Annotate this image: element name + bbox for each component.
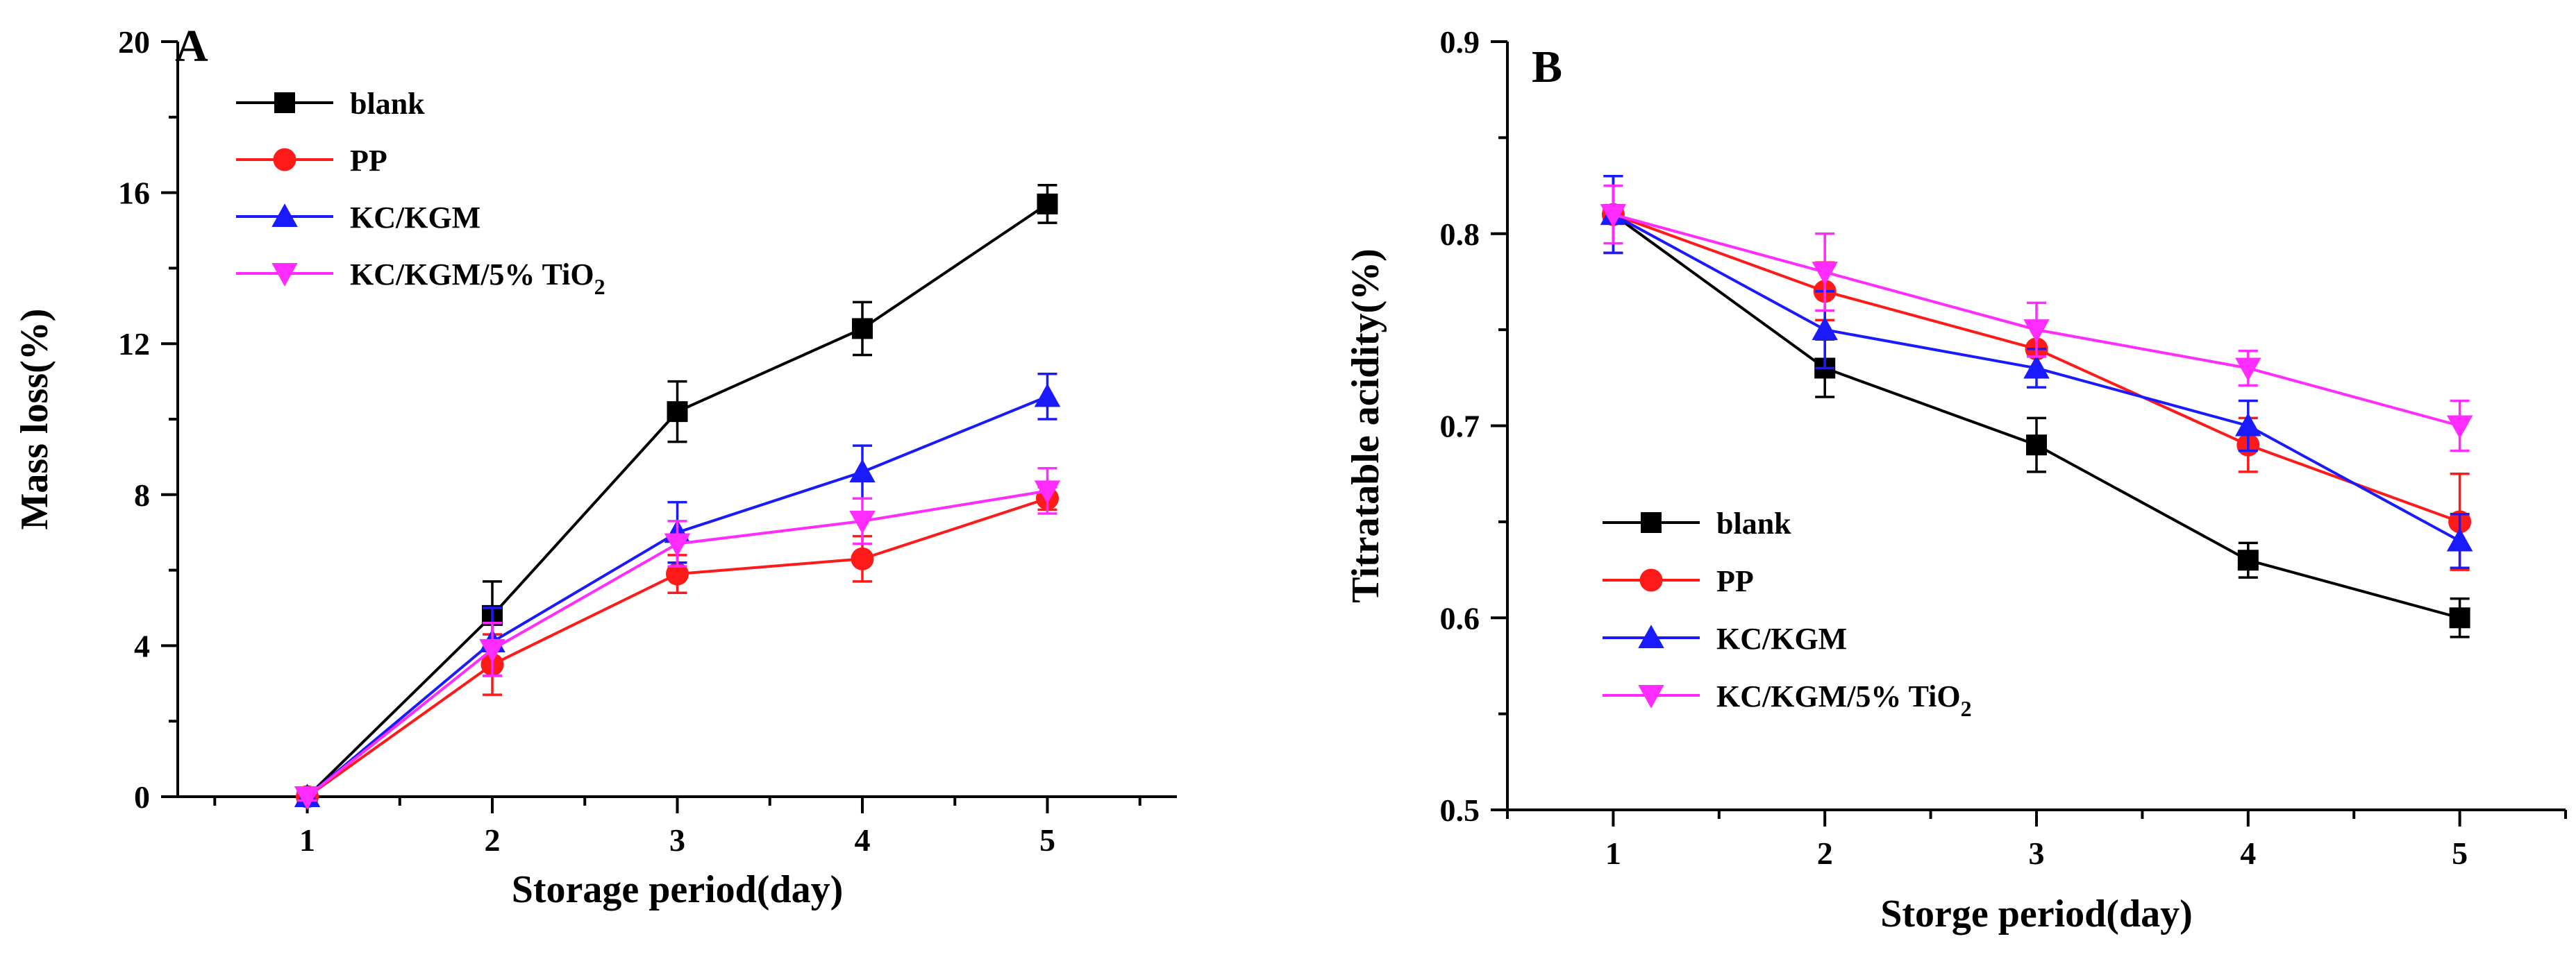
legend-label-subscript: 2 xyxy=(594,274,605,299)
data-point xyxy=(2446,415,2473,439)
y-tick-label: 20 xyxy=(118,24,150,60)
x-tick-label: 5 xyxy=(1039,822,1055,858)
y-tick-label: 0.6 xyxy=(1440,600,1480,636)
series-kc-kgm-5-tio xyxy=(294,466,1061,810)
data-point xyxy=(849,510,876,534)
legend-marker xyxy=(271,263,298,287)
series-line xyxy=(1612,213,2461,620)
legend-label: blank xyxy=(350,87,425,121)
legend-label-text: KC/KGM xyxy=(1716,622,1847,656)
legend-item: KC/KGM/5% TiO2 xyxy=(1603,679,1972,721)
data-point xyxy=(849,459,876,483)
y-tick-label: 0.9 xyxy=(1440,24,1480,60)
data-point xyxy=(664,533,691,557)
legend-label-subscript: 2 xyxy=(1961,696,1972,721)
x-tick-label: 4 xyxy=(854,822,870,858)
panel-label: A xyxy=(175,21,208,71)
legend-label: PP xyxy=(1716,564,1754,598)
data-point xyxy=(2235,412,2261,437)
data-point xyxy=(2446,527,2473,552)
data-point xyxy=(851,547,874,570)
legend-item: KC/KGM xyxy=(236,201,480,235)
y-tick-label: 4 xyxy=(134,628,150,663)
legend-label: KC/KGM/5% TiO2 xyxy=(350,257,605,299)
data-point xyxy=(2237,550,2259,571)
data-point xyxy=(2026,434,2047,456)
legend-label-text: PP xyxy=(1716,564,1754,598)
legend-label: KC/KGM xyxy=(350,201,480,235)
series-kc-kgm-5-tio xyxy=(1600,184,2473,452)
x-tick-label: 1 xyxy=(1605,836,1621,871)
y-tick-label: 0 xyxy=(134,779,150,815)
legend-item: KC/KGM/5% TiO2 xyxy=(236,257,605,299)
x-tick-label: 4 xyxy=(2240,836,2256,871)
series-line xyxy=(306,395,1048,798)
x-tick-label: 2 xyxy=(485,822,501,858)
legend-label-text: blank xyxy=(1716,507,1791,541)
panel-label: B xyxy=(1532,42,1562,92)
legend-label: PP xyxy=(350,144,387,178)
legend-label: KC/KGM xyxy=(1716,622,1847,656)
data-point xyxy=(666,562,689,586)
data-point xyxy=(1812,316,1838,341)
y-tick-label: 0.8 xyxy=(1440,217,1480,252)
legend-item: PP xyxy=(236,144,387,178)
legend-label-text: blank xyxy=(350,87,425,121)
legend-item: PP xyxy=(1603,564,1754,598)
x-tick-label: 2 xyxy=(1817,836,1833,871)
data-point xyxy=(1034,383,1061,407)
panel-b-titratable-acidity-chart: 0.5 0.6 0.7 0.8 0.9 1 2 3 4 5 Storge period(day) Ti… xyxy=(1344,24,2567,935)
legend: blank PP KC/KGM KC/KGM/5% TiO2 xyxy=(236,87,605,299)
legend-marker xyxy=(1641,512,1662,533)
axes: 0.5 0.6 0.7 0.8 0.9 1 2 3 4 5 xyxy=(1440,24,2567,871)
data-point xyxy=(667,401,688,423)
y-tick-label: 16 xyxy=(118,176,150,211)
data-point xyxy=(2235,357,2261,382)
legend-label-text: PP xyxy=(350,144,387,178)
data-point xyxy=(2023,355,2050,379)
legend-marker xyxy=(1639,568,1663,592)
x-tick-label: 5 xyxy=(2452,836,2468,871)
y-tick-label: 12 xyxy=(118,326,150,362)
legend-item: blank xyxy=(236,87,425,121)
data-point xyxy=(2023,319,2050,343)
legend-label-text: KC/KGM xyxy=(350,201,480,235)
data-point xyxy=(479,638,505,663)
legend-item: KC/KGM xyxy=(1603,622,1847,656)
legend-marker xyxy=(273,148,296,171)
legend-marker xyxy=(271,203,298,227)
data-point xyxy=(1037,193,1058,214)
legend-label-text: KC/KGM/5% TiO xyxy=(350,257,594,291)
data-point xyxy=(1812,262,1838,285)
x-tick-label: 3 xyxy=(2029,836,2045,871)
legend: blank PP KC/KGM KC/KGM/5% TiO2 xyxy=(1603,507,1972,721)
data-point xyxy=(2449,607,2470,629)
data-point xyxy=(294,786,321,810)
y-tick-label: 0.7 xyxy=(1440,409,1480,444)
y-tick-label: 8 xyxy=(134,477,150,513)
y-axis-title: Mass loss(%) xyxy=(13,309,56,530)
legend-item: blank xyxy=(1603,507,1791,541)
legend-label: blank xyxy=(1716,507,1791,541)
data-point xyxy=(1600,204,1627,228)
y-axis-title: Titratable acidity(%) xyxy=(1344,248,1387,603)
legend-marker xyxy=(1638,625,1664,648)
legend-marker xyxy=(274,92,295,113)
y-tick-label: 0.5 xyxy=(1440,793,1480,828)
x-axis-title: Storage period(day) xyxy=(512,868,844,911)
x-axis-title: Storge period(day) xyxy=(1880,892,2193,935)
legend-label: KC/KGM/5% TiO2 xyxy=(1716,679,1972,721)
data-point xyxy=(851,318,873,339)
x-tick-label: 3 xyxy=(669,822,685,858)
x-tick-label: 1 xyxy=(299,822,315,858)
legend-label-text: KC/KGM/5% TiO xyxy=(1716,679,1961,713)
legend-marker xyxy=(1638,685,1664,709)
data-point xyxy=(1034,480,1061,505)
